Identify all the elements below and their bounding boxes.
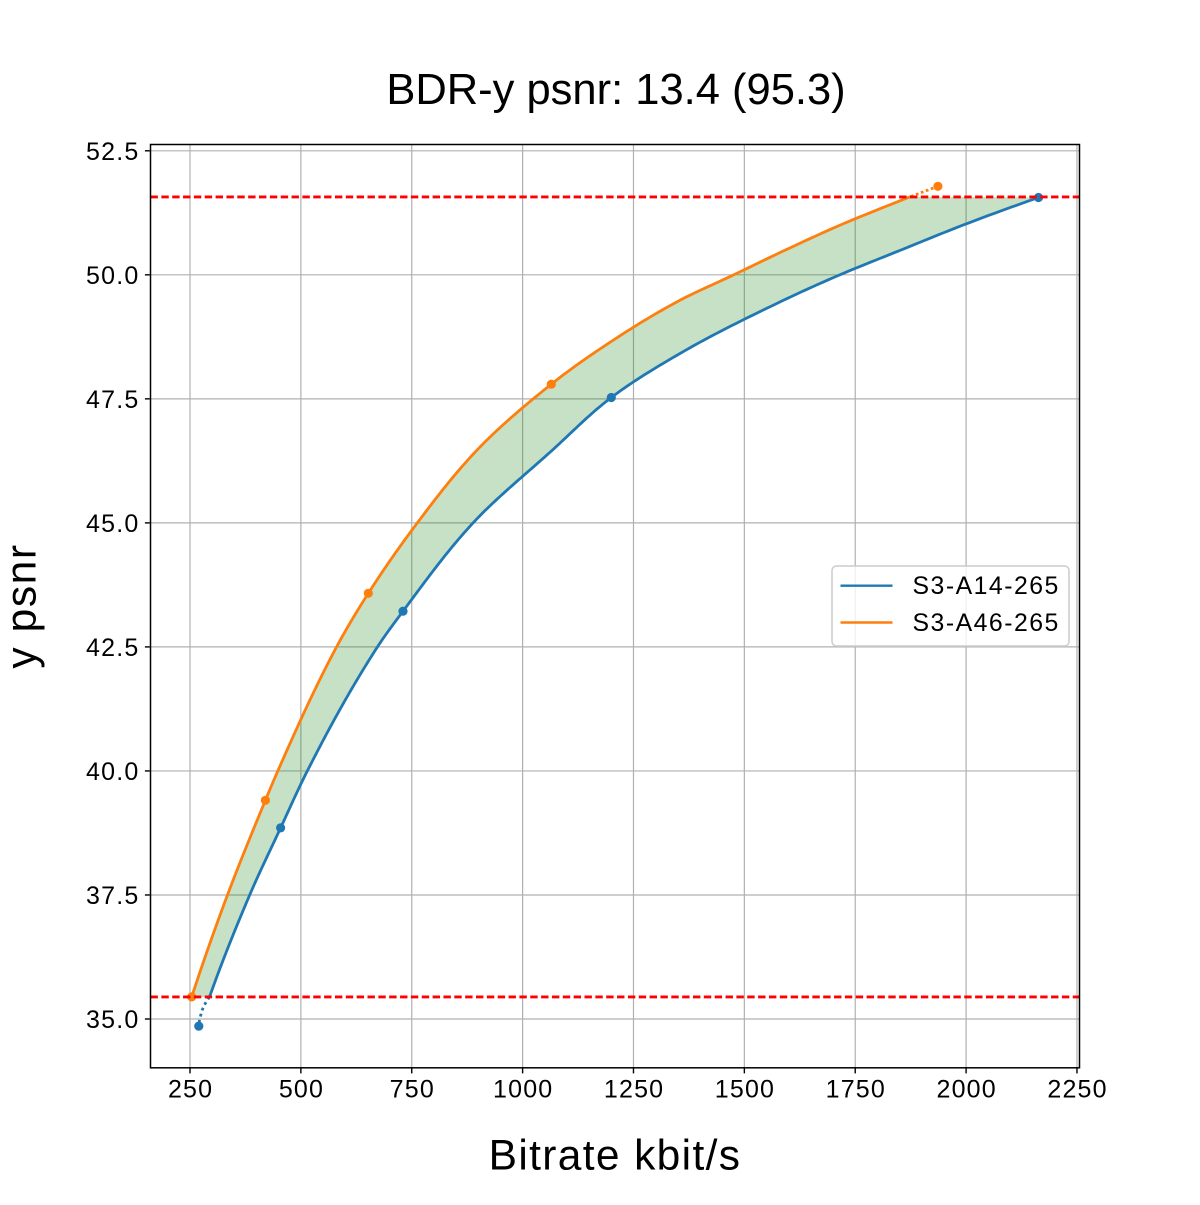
svg-text:47.5: 47.5	[86, 386, 139, 414]
svg-text:2250: 2250	[1047, 1075, 1107, 1103]
svg-text:2000: 2000	[936, 1075, 996, 1103]
svg-text:S3-A46-265: S3-A46-265	[913, 610, 1060, 637]
svg-text:Bitrate kbit/s: Bitrate kbit/s	[489, 1133, 742, 1180]
svg-text:50.0: 50.0	[86, 262, 139, 290]
svg-text:40.0: 40.0	[86, 758, 139, 786]
svg-text:35.0: 35.0	[86, 1006, 139, 1034]
svg-text:42.5: 42.5	[86, 634, 139, 662]
svg-text:1000: 1000	[493, 1075, 553, 1103]
svg-text:y psnr: y psnr	[0, 543, 46, 668]
svg-text:1500: 1500	[715, 1075, 775, 1103]
svg-text:37.5: 37.5	[86, 882, 139, 910]
svg-text:1250: 1250	[604, 1075, 664, 1103]
svg-text:45.0: 45.0	[86, 510, 139, 538]
svg-text:S3-A14-265: S3-A14-265	[913, 573, 1060, 600]
svg-text:1750: 1750	[826, 1075, 886, 1103]
svg-text:500: 500	[279, 1075, 324, 1103]
svg-text:750: 750	[390, 1075, 435, 1103]
svg-text:52.5: 52.5	[86, 138, 139, 166]
svg-text:BDR-y psnr: 13.4 (95.3): BDR-y psnr: 13.4 (95.3)	[386, 66, 845, 114]
svg-text:250: 250	[168, 1075, 213, 1103]
